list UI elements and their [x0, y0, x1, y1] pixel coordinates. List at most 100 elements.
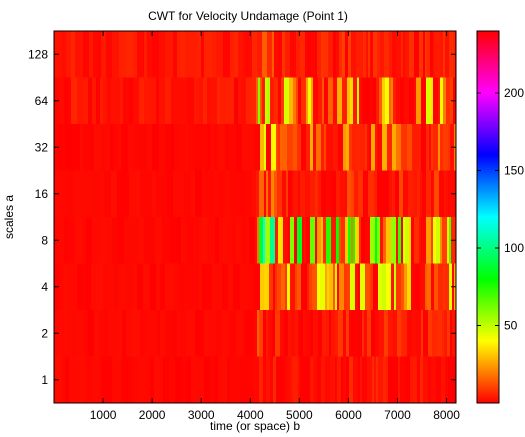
heatmap-cell — [222, 310, 230, 357]
heatmap-cell — [308, 31, 312, 78]
heatmap-cell — [284, 310, 289, 357]
heatmap-cell — [413, 356, 418, 404]
heatmap-cell — [343, 310, 347, 357]
colorbar-tick-label: 150 — [504, 164, 524, 178]
heatmap-cell — [110, 124, 115, 171]
heatmap-cell — [100, 77, 104, 125]
heatmap-cell — [311, 31, 316, 78]
heatmap-cell — [169, 356, 176, 404]
heatmap-cell — [216, 31, 224, 78]
heatmap-cell — [448, 356, 454, 404]
heatmap-cell — [438, 124, 441, 171]
heatmap-cell — [222, 356, 228, 404]
heatmap-cell — [191, 31, 198, 78]
heatmap-cell — [77, 310, 85, 357]
heatmap-cell — [218, 356, 223, 404]
heatmap-cell — [117, 77, 121, 125]
heatmap-cell — [152, 124, 160, 171]
heatmap-cell — [295, 310, 299, 357]
heatmap-cell — [209, 310, 217, 357]
heatmap-cell — [92, 77, 97, 125]
heatmap-cell — [110, 263, 115, 311]
heatmap-cell — [133, 77, 140, 125]
heatmap-cell — [197, 31, 202, 78]
heatmap-cell — [363, 170, 369, 218]
heatmap-cell — [260, 124, 265, 171]
heatmap-cell — [339, 31, 343, 78]
heatmap-cell — [420, 263, 426, 311]
heatmap-cell — [298, 356, 301, 404]
heatmap-cell — [137, 310, 141, 357]
heatmap-cell — [435, 31, 441, 78]
heatmap-cell — [235, 356, 241, 404]
heatmap-cell — [414, 217, 420, 264]
x-axis: 1000 2000 3000 4000 5000 6000 7000 8000 — [90, 31, 460, 422]
heatmap-cell — [114, 124, 119, 171]
heatmap-cell — [375, 310, 380, 357]
heatmap-cell — [358, 170, 364, 218]
heatmap-cell — [339, 263, 345, 311]
heatmap-cell — [263, 217, 266, 264]
heatmap-cell — [180, 31, 186, 78]
heatmap-cell — [393, 310, 398, 357]
heatmap-cell — [146, 170, 153, 218]
heatmap-cell — [104, 310, 109, 357]
heatmap-cell — [259, 310, 264, 357]
heatmap-cell — [264, 170, 267, 218]
heatmap-cell — [136, 170, 141, 218]
heatmap-cell — [331, 217, 337, 264]
heatmap-cell — [236, 310, 244, 357]
heatmap-cell — [403, 217, 406, 264]
heatmap-cell — [128, 124, 136, 171]
heatmap-cell — [392, 170, 396, 218]
heatmap-cell — [333, 77, 338, 125]
heatmap-cell — [425, 356, 429, 404]
heatmap-cell — [177, 217, 182, 264]
heatmap-cell — [114, 310, 118, 357]
heatmap-cell — [328, 77, 334, 125]
heatmap-cell — [409, 31, 415, 78]
heatmap-cell — [61, 263, 65, 311]
heatmap-cell — [208, 217, 213, 264]
heatmap-cell — [86, 356, 93, 404]
heatmap-cell — [212, 31, 217, 78]
heatmap-cell — [203, 77, 208, 125]
heatmap-cell — [431, 170, 435, 218]
heatmap-cell — [137, 356, 145, 404]
heatmap-cell — [324, 77, 329, 125]
heatmap-cell — [270, 77, 275, 125]
x-tick-label: 3000 — [188, 408, 215, 422]
heatmap-cell — [354, 310, 358, 357]
heatmap-cell — [329, 263, 334, 311]
heatmap-cell — [446, 77, 451, 125]
heatmap-cell — [223, 217, 230, 264]
heatmap-cell — [229, 310, 237, 357]
heatmap-cell — [147, 31, 153, 78]
heatmap-cell — [355, 217, 360, 264]
heatmap-cell — [247, 356, 255, 404]
heatmap-cell — [67, 170, 75, 218]
heatmap-cell — [336, 217, 340, 264]
heatmap-cell — [328, 124, 334, 171]
heatmap-cell — [184, 170, 192, 218]
heatmap-cell — [448, 170, 451, 218]
heatmap-cell — [379, 310, 385, 357]
heatmap-cell — [240, 170, 247, 218]
heatmap-cell — [301, 124, 307, 171]
heatmap-cell — [440, 77, 444, 125]
heatmap-cell — [246, 217, 250, 264]
heatmap-cell — [400, 356, 406, 404]
heatmap-cell — [275, 310, 281, 357]
heatmap-cell — [225, 170, 231, 218]
heatmap-cell — [214, 170, 219, 218]
heatmap-cell — [192, 124, 196, 171]
heatmap-cell — [370, 263, 374, 311]
heatmap-cell — [292, 170, 295, 218]
heatmap-cell — [254, 124, 261, 171]
heatmap-cell — [366, 77, 371, 125]
heatmap-cell — [107, 77, 112, 125]
heatmap-cell — [376, 356, 379, 404]
heatmap-cell — [258, 77, 261, 125]
heatmap-cell — [362, 77, 367, 125]
heatmap-cell — [401, 310, 404, 357]
